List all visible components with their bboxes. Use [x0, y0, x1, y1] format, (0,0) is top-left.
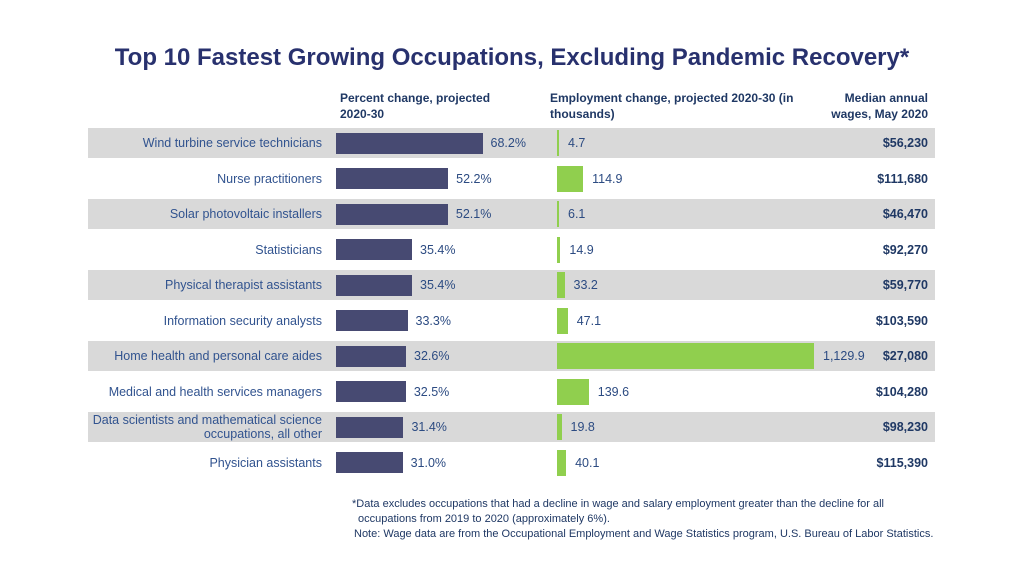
employment-change-value: 14.9: [569, 242, 594, 257]
percent-change-bar: [336, 381, 406, 402]
percent-change-bar: [336, 345, 407, 367]
table-row: Data scientists and mathematical science…: [88, 412, 935, 442]
employment-change-bar: [557, 378, 589, 405]
percent-change-value: 33.3%: [415, 313, 451, 328]
employment-change-bar: [557, 343, 814, 369]
wage-value: $98,230: [882, 420, 928, 434]
percent-change-bar: [336, 203, 448, 225]
employment-change-value: 47.1: [576, 313, 602, 328]
column-header-median-wages: Median annual wages, May 2020: [831, 91, 928, 121]
rows: Wind turbine service technicians 68.2% 4.7…: [88, 128, 935, 483]
percent-change-bar: [336, 132, 483, 154]
wage-value: $27,080: [882, 349, 928, 363]
employment-change-value: 40.1: [575, 455, 600, 470]
employment-change-value: 1,129.9: [823, 349, 865, 363]
chart-title: Top 10 Fastest Growing Occupations, Excl…: [114, 44, 910, 71]
employment-change-bar: [557, 165, 584, 192]
occupation-label: Nurse practitioners: [217, 171, 322, 186]
footnote: *Data excludes occupations that had a de…: [352, 497, 933, 542]
occupation-label: Home health and personal care aides: [114, 349, 322, 363]
percent-change-value: 32.5%: [413, 384, 450, 399]
percent-change-value: 52.1%: [455, 207, 492, 221]
table-row: Information security analysts 33.3% 47.1 $1…: [88, 306, 935, 336]
percent-change-value: 35.4%: [420, 242, 456, 257]
percent-change-bar: [336, 168, 449, 189]
column-header-employment-change: Employment change, projected 2020-30 (in…: [550, 91, 794, 121]
wage-value: $115,390: [876, 455, 928, 470]
wage-value: $111,680: [877, 171, 928, 186]
footnote-line-2: occupations from 2019 to 2020 (approxima…: [358, 513, 610, 525]
percent-change-value: 32.6%: [414, 349, 450, 363]
employment-change-value: 139.6: [597, 384, 630, 399]
employment-change-bar: [557, 236, 561, 263]
percent-change-value: 35.4%: [420, 278, 456, 292]
occupation-label: Information security analysts: [163, 313, 322, 328]
occupation-label: Physical therapist assistants: [164, 278, 322, 292]
wage-value: $46,470: [882, 207, 928, 221]
percent-change-value: 31.4%: [411, 420, 447, 434]
percent-change-bar: [336, 274, 413, 296]
table-row: Solar photovoltaic installers 52.1% 6.1 $46…: [88, 199, 935, 229]
occupation-label: Solar photovoltaic installers: [169, 207, 322, 221]
employment-change-bar: [557, 201, 559, 227]
employment-change-value: 6.1: [568, 207, 586, 221]
percent-change-bar: [336, 239, 413, 260]
wage-value: $59,770: [882, 278, 928, 292]
occupation-label: Physician assistants: [209, 455, 322, 470]
employment-change-bar: [557, 272, 565, 298]
occupation-label: Data scientists and mathematical science…: [92, 413, 322, 441]
employment-change-value: 114.9: [592, 171, 623, 186]
footnote-line-3: Note: Wage data are from the Occupationa…: [354, 528, 934, 540]
occupation-label: Wind turbine service technicians: [142, 136, 322, 150]
wage-value: $56,230: [882, 136, 928, 150]
column-header-percent-change: Percent change, projected 2020-30: [340, 91, 491, 121]
occupation-label: Statisticians: [255, 242, 322, 257]
percent-change-bar: [336, 310, 408, 331]
occupation-label: Medical and health services managers: [108, 384, 322, 399]
employment-change-value: 19.8: [570, 420, 595, 434]
percent-change-value: 52.2%: [456, 171, 492, 186]
employment-change-value: 4.7: [568, 136, 586, 150]
percent-change-bar: [336, 452, 403, 473]
table-row: Wind turbine service technicians 68.2% 4.7…: [88, 128, 935, 158]
table-row: Physical therapist assistants 35.4% 33.2 $5…: [88, 270, 935, 300]
wage-value: $104,280: [875, 384, 928, 399]
wage-value: $92,270: [882, 242, 928, 257]
employment-change-bar: [557, 449, 567, 476]
table-row: Statisticians 35.4% 14.9 $92,270: [88, 235, 935, 265]
percent-change-value: 31.0%: [410, 455, 447, 470]
employment-change-bar: [557, 130, 559, 156]
table-row: Home health and personal care aides 32.6%…: [88, 341, 935, 371]
table-row: Nurse practitioners 52.2% 114.9 $111,680: [88, 164, 935, 194]
employment-change-bar: [557, 414, 562, 440]
wage-value: $103,590: [875, 313, 928, 328]
table-row: Medical and health services managers 32.5…: [88, 377, 935, 407]
table-row: Physician assistants 31.0% 40.1 $115,390: [88, 448, 935, 478]
percent-change-value: 68.2%: [490, 136, 526, 150]
percent-change-bar: [336, 416, 404, 438]
footnote-line-1: *Data excludes occupations that had a de…: [352, 498, 884, 510]
employment-change-bar: [557, 307, 568, 334]
employment-change-value: 33.2: [573, 278, 598, 292]
